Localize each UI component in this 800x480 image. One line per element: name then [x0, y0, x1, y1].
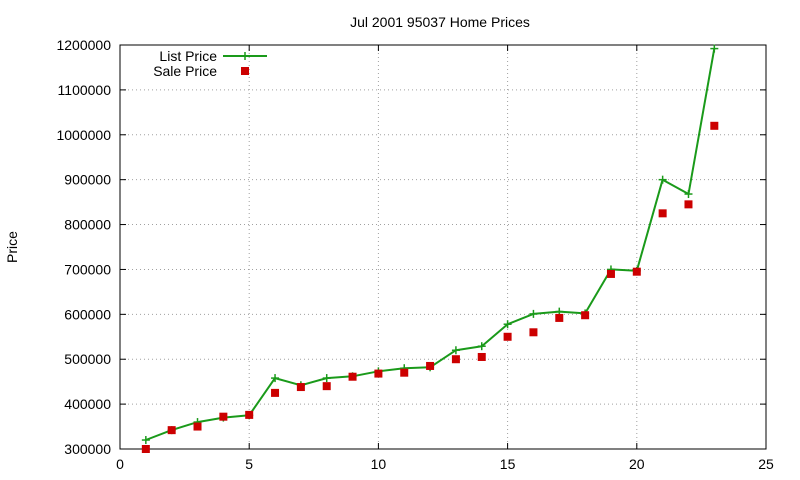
legend: List Price Sale Price [153, 48, 267, 79]
data-point-sale-price [245, 410, 254, 419]
data-point-list-price [451, 346, 460, 355]
x-tick-label: 5 [245, 456, 253, 472]
y-tick-label: 500000 [64, 351, 111, 367]
data-point-list-price [322, 374, 331, 383]
y-axis-label: Price [4, 231, 20, 263]
data-point-list-price [141, 436, 150, 445]
axis-ticks [119, 44, 767, 450]
data-point-sale-price [684, 200, 693, 209]
series-line-list-price [145, 48, 716, 441]
data-point-sale-price [503, 332, 512, 341]
y-tick-label: 400000 [64, 396, 111, 412]
data-point-sale-price [451, 355, 460, 364]
legend-label-sale-price: Sale Price [153, 63, 217, 79]
data-point-sale-price [529, 328, 538, 337]
data-point-sale-price [141, 445, 150, 453]
series-sale-price [141, 121, 719, 453]
legend-cross [241, 52, 249, 60]
x-tick-label: 10 [371, 456, 387, 472]
data-point-list-price [271, 374, 280, 383]
data-point-sale-price [348, 372, 357, 381]
data-point-sale-price [477, 352, 486, 361]
y-tick-label: 800000 [64, 217, 111, 233]
legend-marker-sale-price [241, 67, 249, 75]
data-point-sale-price [322, 382, 331, 391]
y-tick-labels: 300000 400000 500000 600000 700000 800000 9000… [56, 37, 111, 457]
x-tick-label: 20 [629, 456, 645, 472]
x-tick-label: 0 [116, 456, 124, 472]
plot-frame [119, 44, 767, 450]
data-point-sale-price [426, 361, 435, 370]
grid-lines [120, 45, 766, 449]
data-point-sale-price [193, 422, 202, 431]
y-tick-label: 1100000 [58, 82, 112, 98]
data-point-sale-price [374, 369, 383, 378]
x-tick-label: 15 [500, 456, 516, 472]
series-list-price [141, 44, 719, 445]
data-point-sale-price [606, 269, 615, 278]
x-tick-labels: 0 5 10 15 20 25 [116, 456, 774, 472]
data-point-list-price [529, 309, 538, 318]
y-tick-label: 700000 [64, 261, 111, 277]
data-point-sale-price [167, 426, 176, 435]
legend-marker-list-price [241, 52, 249, 60]
data-point-list-price [477, 342, 486, 351]
data-point-sale-price [632, 267, 641, 276]
data-point-sale-price [219, 412, 228, 421]
chart-title: Jul 2001 95037 Home Prices [350, 14, 530, 30]
data-point-list-price [710, 44, 719, 53]
data-point-sale-price [271, 388, 280, 397]
y-tick-label: 600000 [64, 306, 111, 322]
data-point-sale-price [581, 311, 590, 320]
y-tick-label: 900000 [64, 172, 111, 188]
y-tick-label: 1000000 [56, 127, 111, 143]
data-point-sale-price [710, 121, 719, 130]
legend-label-list-price: List Price [159, 48, 217, 64]
data-point-sale-price [555, 313, 564, 322]
data-point-list-price [503, 320, 512, 329]
data-point-list-price [658, 175, 667, 184]
data-point-sale-price [296, 383, 305, 392]
data-point-sale-price [400, 368, 409, 377]
y-tick-label: 1200000 [56, 37, 111, 53]
x-tick-label: 25 [758, 456, 774, 472]
data-point-sale-price [658, 209, 667, 218]
y-tick-label: 300000 [64, 441, 111, 457]
data-point-list-price [684, 190, 693, 199]
